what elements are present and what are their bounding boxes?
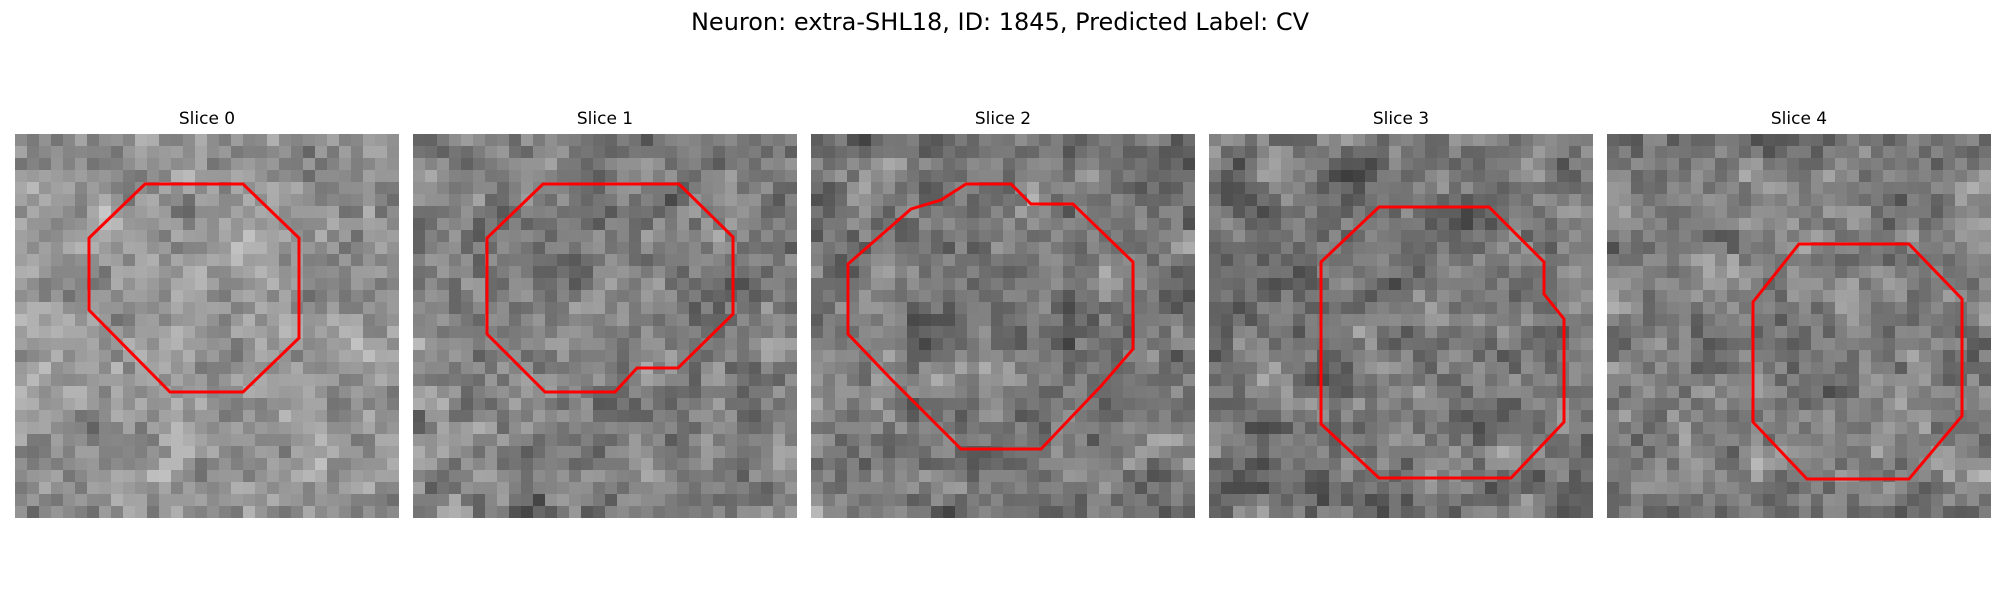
slice-panel-1: Slice 1 [413,106,797,518]
roi-contour [87,182,301,394]
slice-panel-3: Slice 3 [1209,106,1593,518]
slice-image [811,134,1195,518]
roi-contour [846,182,1135,451]
slice-title: Slice 2 [974,109,1032,129]
roi-contour [1751,242,1964,481]
pixel-grid [1607,134,1991,518]
slice-image [15,134,399,518]
pixel-grid [1209,134,1593,518]
figure-title: Neuron: extra-SHL18, ID: 1845, Predicted… [690,8,1310,36]
pixel-grid [413,134,797,518]
pixel-grid [811,134,1195,518]
slice-title: Slice 1 [576,109,634,129]
slice-title: Slice 3 [1372,109,1430,129]
slice-title: Slice 0 [178,109,236,129]
slice-image [1209,134,1593,518]
roi-contour [1319,205,1566,480]
roi-contour [485,182,735,394]
pixel-grid [15,134,399,518]
slice-panel-2: Slice 2 [811,106,1195,518]
slice-image [413,134,797,518]
slice-panel-0: Slice 0 [15,106,399,518]
slice-image [1607,134,1991,518]
slice-title: Slice 4 [1770,109,1828,129]
slice-panel-4: Slice 4 [1607,106,1991,518]
